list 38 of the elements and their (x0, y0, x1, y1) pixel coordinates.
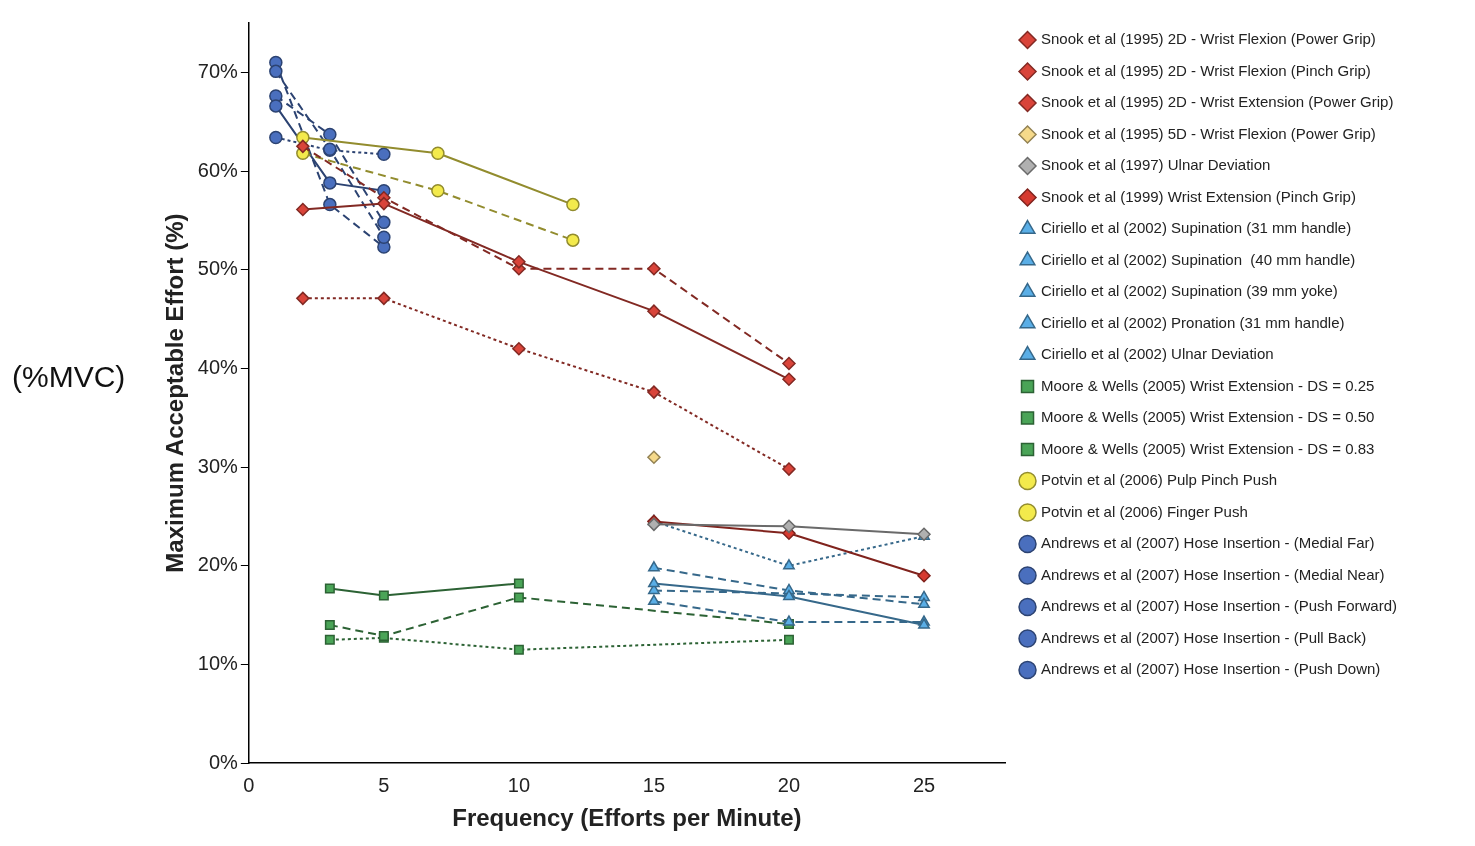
legend-label: Snook et al (1995) 5D - Wrist Flexion (Power Grip) (1041, 124, 1376, 142)
legend-label: Ciriello et al (2002) Supination (39 mm yoke) (1041, 282, 1338, 300)
legend-label: Snook et al (1999) Wrist Extension (Pinch Grip) (1041, 187, 1356, 205)
legend-label: Andrews et al (2007) Hose Insertion - (Push Down) (1041, 660, 1381, 678)
x-tick-label: 25 (912, 773, 936, 796)
x-tick-label: 20 (777, 773, 801, 796)
y-tick-label: 50% (197, 257, 239, 280)
legend-label: Potvin et al (2006) Finger Push (1041, 502, 1248, 520)
x-tick-label: 5 (378, 773, 390, 796)
legend-label: Moore & Wells (2005) Wrist Extension - DS = 0.25 (1041, 376, 1375, 394)
x-axis-title: Frequency (Efforts per Minute) (452, 804, 802, 832)
legend-label: Snook et al (1995) 2D - Wrist Flexion (Power Grip) (1041, 30, 1376, 48)
x-tick-label: 0 (243, 773, 255, 796)
legend-label: Snook et al (1995) 2D - Wrist Extension (Power Grip) (1041, 93, 1394, 111)
legend-label: Ciriello et al (2002) Supination (40 mm handle) (1041, 250, 1356, 268)
legend-label: Potvin et al (2006) Pulp Pinch Push (1041, 471, 1278, 489)
y-tick-label: 40% (197, 355, 239, 378)
x-tick-label: 15 (642, 773, 666, 796)
text: (%MVC) (12, 359, 126, 393)
y-tick-label: 60% (197, 158, 239, 181)
y-axis-title: Maximum Acceptable Effort (%) (161, 213, 189, 573)
y-tick-label: 20% (197, 553, 239, 576)
legend-label: Andrews et al (2007) Hose Insertion - (Medial Far) (1041, 534, 1375, 552)
legend-label: Ciriello et al (2002) Supination (31 mm handle) (1041, 219, 1352, 237)
legend-label: Andrews et al (2007) Hose Insertion - (Push Forward) (1041, 597, 1398, 615)
y-tick-label: 70% (197, 59, 239, 82)
legend-label: Snook et al (1995) 2D - Wrist Flexion (Pinch Grip) (1041, 61, 1371, 79)
legend-label: Moore & Wells (2005) Wrist Extension - DS = 0.83 (1041, 439, 1375, 457)
legend-label: Snook et al (1997) Ulnar Deviation (1041, 156, 1271, 174)
legend-label: Moore & Wells (2005) Wrist Extension - DS = 0.50 (1041, 408, 1375, 426)
legend-label: Andrews et al (2007) Hose Insertion - (Pull Back) (1041, 628, 1367, 646)
legend-label: Ciriello et al (2002) Pronation (31 mm handle) (1041, 313, 1345, 331)
y-tick-label: 30% (197, 454, 239, 477)
y-tick-label: 0% (208, 750, 239, 773)
x-tick-label: 10 (507, 773, 531, 796)
legend-label: Ciriello et al (2002) Ulnar Deviation (1041, 345, 1274, 363)
legend-label: Andrews et al (2007) Hose Insertion - (Medial Near) (1041, 565, 1385, 583)
y-tick-label: 10% (197, 652, 239, 675)
